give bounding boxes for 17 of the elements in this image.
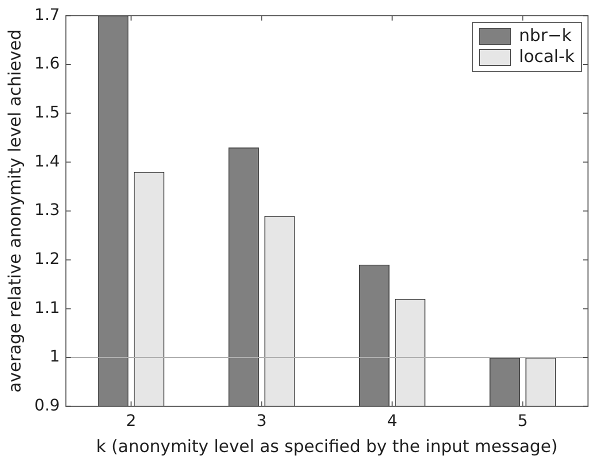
y-tick-label: 1.4	[34, 151, 60, 170]
x-tick-label: 2	[126, 411, 136, 430]
y-tick-label: 1.3	[34, 200, 60, 220]
x-tick-label: 3	[256, 411, 267, 430]
y-tick-label: 1.6	[34, 54, 60, 73]
legend-label: local-k	[519, 46, 575, 68]
x-axis-title: k (anonymity level as specified by the input message)	[96, 437, 558, 458]
y-tick-label: 1.2	[34, 249, 60, 268]
y-tick-label: 1.7	[34, 4, 60, 24]
y-tick-label: 0.9	[34, 396, 60, 415]
y-axis-title: average relative anonymity level achieved	[6, 29, 26, 393]
y-tick-label: 1	[50, 346, 60, 366]
y-tick-label: 1.1	[34, 298, 60, 317]
x-tick-label: 4	[387, 411, 398, 430]
x-tick-label: 5	[518, 411, 528, 430]
y-tick-label: 1.5	[34, 102, 60, 122]
legend-label: nbr−k	[519, 26, 572, 47]
